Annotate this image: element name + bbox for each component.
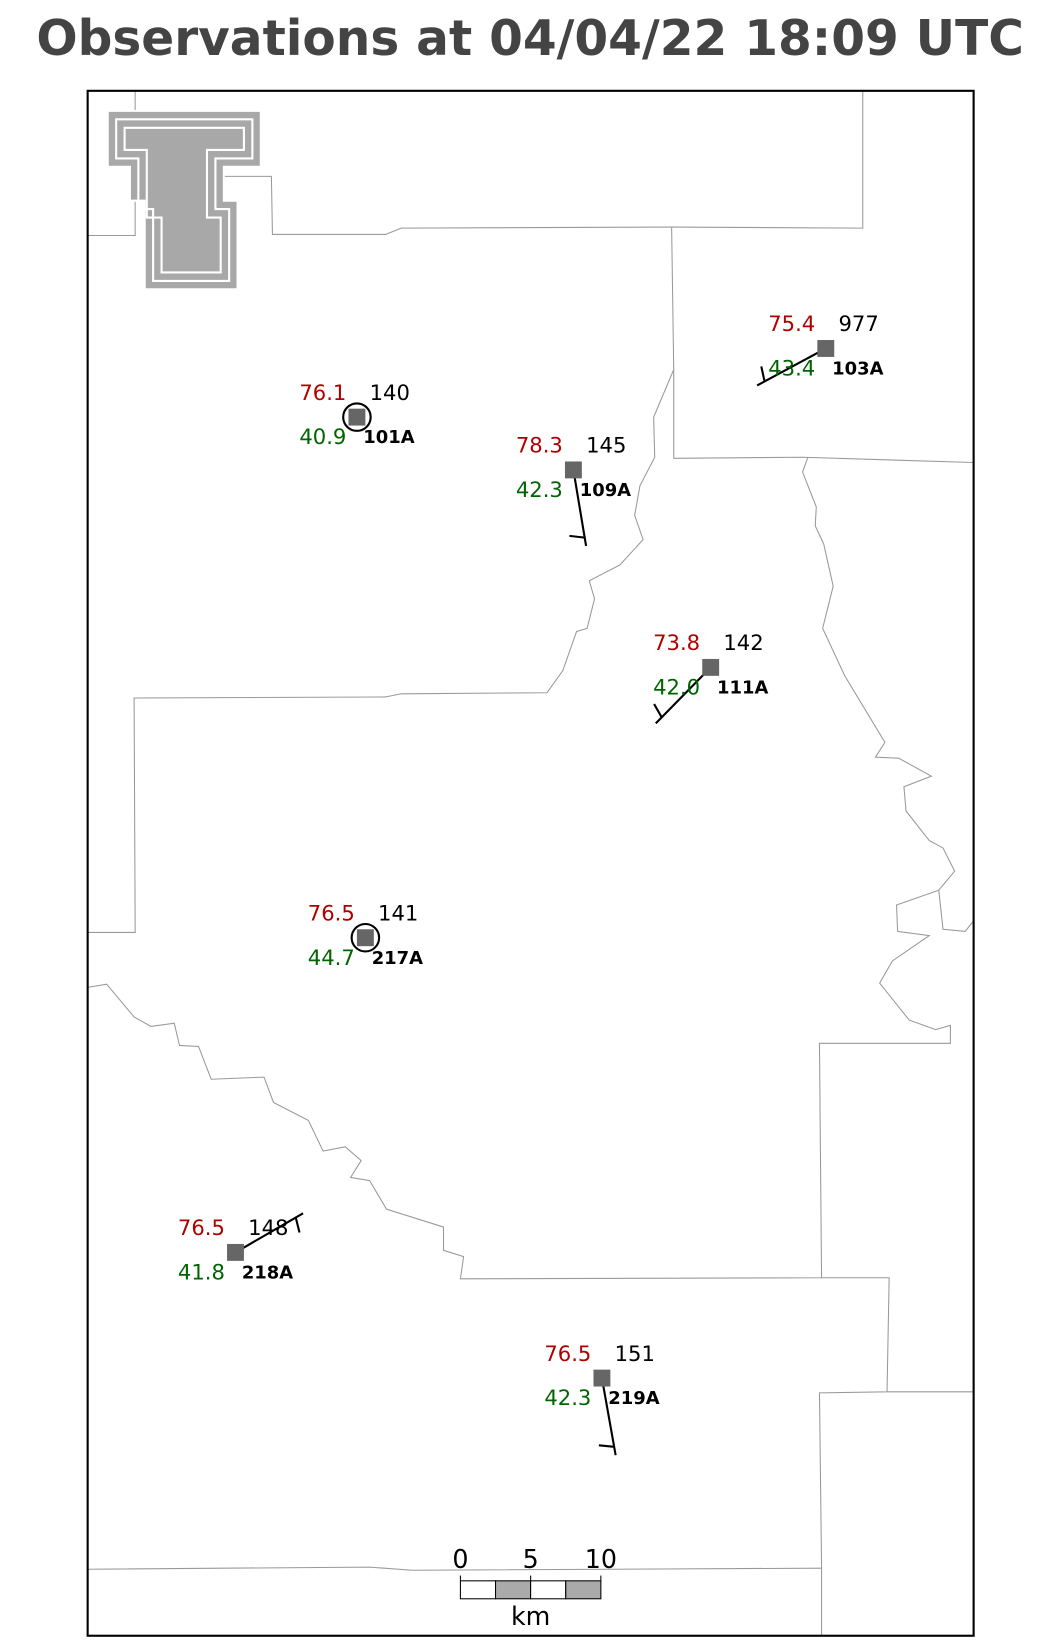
station-marker	[564, 461, 582, 479]
scale-unit: km	[511, 1601, 550, 1631]
wind-barb	[598, 1444, 615, 1448]
station-marker	[817, 340, 835, 357]
scale-segment	[459, 1580, 497, 1600]
temperature: 73.8	[653, 630, 700, 655]
temperature: 76.5	[544, 1341, 591, 1366]
station-marker	[593, 1369, 611, 1387]
wind-barb	[569, 534, 585, 539]
station-id: 218A	[242, 1263, 293, 1284]
dewpoint: 42.3	[544, 1385, 591, 1410]
dewpoint: 42.3	[516, 477, 563, 502]
county-line	[87, 227, 675, 933]
station-id: 101A	[363, 427, 414, 448]
dewpoint: 44.7	[308, 945, 355, 970]
logo-inner	[115, 118, 254, 282]
scale-segment	[530, 1580, 567, 1600]
wind-shaft	[655, 666, 712, 725]
county-line	[87, 1566, 822, 1571]
temperature: 76.1	[299, 380, 346, 405]
pressure: 142	[723, 630, 763, 655]
scale-segment	[495, 1580, 532, 1600]
wind-shaft	[756, 347, 827, 387]
station-id: 219A	[608, 1388, 659, 1409]
pressure: 151	[615, 1341, 655, 1366]
scale-label: 5	[523, 1544, 539, 1574]
station-id: 111A	[717, 678, 768, 699]
county-line	[673, 369, 974, 464]
wind-barb	[653, 703, 663, 718]
temperature: 76.5	[178, 1215, 225, 1240]
temperature: 76.5	[308, 900, 355, 925]
wind-shaft	[234, 1212, 304, 1254]
county-line	[87, 457, 956, 1280]
station-id: 109A	[580, 480, 631, 501]
scale-label: 10	[585, 1544, 617, 1574]
wind-barb	[294, 1217, 301, 1233]
logo	[106, 109, 262, 291]
pressure: 148	[248, 1215, 288, 1240]
dewpoint: 42.0	[653, 675, 700, 700]
station-marker	[702, 658, 720, 676]
station-marker	[348, 408, 366, 426]
station-id: 103A	[832, 359, 883, 380]
county-lines	[87, 90, 975, 1636]
title: Observations at 04/04/22 18:09 UTC	[36, 11, 1024, 67]
dewpoint: 43.4	[768, 356, 815, 381]
county-line	[818, 1277, 974, 1636]
station-id: 217A	[372, 948, 423, 969]
temperature: 78.3	[516, 433, 563, 458]
county-line	[938, 890, 975, 932]
dewpoint: 41.8	[178, 1260, 225, 1285]
station-marker	[227, 1243, 244, 1261]
dewpoint: 40.9	[299, 424, 346, 449]
logo-shape	[106, 109, 262, 291]
wind-shaft	[600, 1377, 617, 1456]
station-marker	[356, 929, 374, 947]
scale-bar	[459, 1575, 602, 1600]
pressure: 140	[370, 380, 410, 405]
wind-barb	[760, 366, 766, 382]
pressure: 977	[838, 311, 878, 336]
calm-circle	[350, 922, 381, 953]
wind-shaft	[572, 469, 588, 547]
calm-circle	[342, 402, 372, 432]
map-frame	[86, 89, 975, 1637]
temperature: 75.4	[768, 311, 815, 336]
pressure: 145	[586, 433, 626, 458]
scale-segment	[565, 1580, 602, 1600]
stations: 76.1 140 40.9 101A 78.3 145 42.3 109A 75.4 977 43.…	[178, 311, 884, 1456]
scale-label: 0	[452, 1544, 468, 1574]
pressure: 141	[378, 900, 418, 925]
